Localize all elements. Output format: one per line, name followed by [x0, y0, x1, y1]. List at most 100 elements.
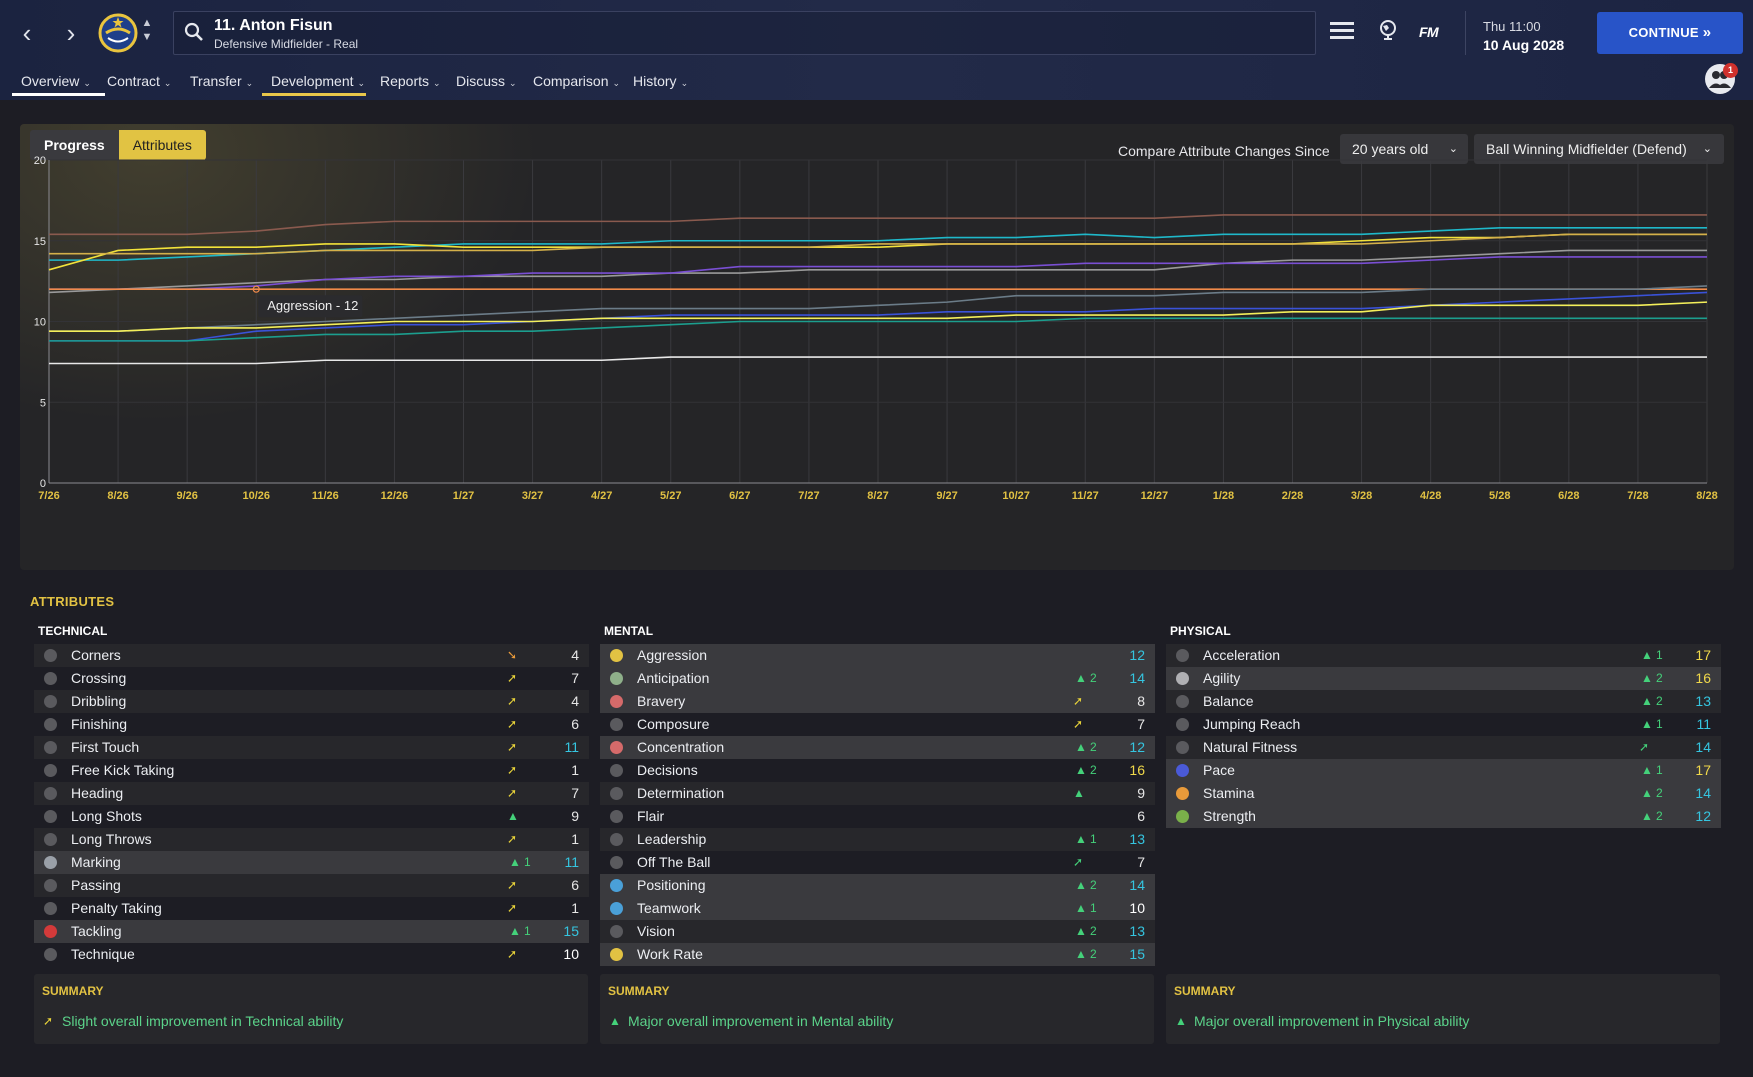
player-search-box[interactable]: 11. Anton Fisun Defensive Midfielder - R…: [173, 11, 1316, 55]
technical-list: Corners ➘ 4 Crossing ➚ 7 Dribbling ➚ 4 Finishing ➚…: [34, 644, 589, 966]
attribute-row-determination[interactable]: Determination ▲ 9: [600, 782, 1155, 805]
progress-chart-panel: Progress Attributes Compare Attribute Ch…: [20, 124, 1734, 570]
trend-arrow-icon: ➚: [507, 717, 518, 731]
attribute-row-marking[interactable]: Marking ▲ 1 11: [34, 851, 589, 874]
attribute-row-flair[interactable]: Flair 6: [600, 805, 1155, 828]
fm-logo[interactable]: FM: [1419, 24, 1439, 40]
attribute-row-concentration[interactable]: Concentration ▲ 2 12: [600, 736, 1155, 759]
club-badge-icon[interactable]: [98, 12, 138, 54]
attribute-row-aggression[interactable]: Aggression 12: [600, 644, 1155, 667]
attribute-row-balance[interactable]: Balance ▲ 2 13: [1166, 690, 1721, 713]
attribute-row-crossing[interactable]: Crossing ➚ 7: [34, 667, 589, 690]
attribute-row-technique[interactable]: Technique ➚ 10: [34, 943, 589, 966]
attribute-row-pace[interactable]: Pace ▲ 1 17: [1166, 759, 1721, 782]
attribute-row-vision[interactable]: Vision ▲ 2 13: [600, 920, 1155, 943]
attribute-progress-chart[interactable]: 7/26 8/26 9/26 10/26 11/26 12/26 1/27 3/27 4/27 5…: [20, 124, 1734, 570]
tab-label: History: [633, 73, 677, 89]
x-tick-label: 6/28: [1558, 490, 1579, 502]
attribute-delta: 2: [1090, 878, 1097, 892]
attribute-name: Technique: [71, 946, 135, 962]
tab-transfer[interactable]: Transfer ⌄: [181, 68, 262, 96]
attributes-tab[interactable]: Attributes: [118, 130, 206, 160]
chevron-down-icon: ⌄: [83, 78, 91, 88]
menu-icon[interactable]: [1330, 20, 1354, 40]
attribute-row-composure[interactable]: Composure ➚ 7: [600, 713, 1155, 736]
trend-arrow-icon: ➚: [507, 763, 518, 777]
attribute-row-off-the-ball[interactable]: Off The Ball ➚ 7: [600, 851, 1155, 874]
attribute-row-dribbling[interactable]: Dribbling ➚ 4: [34, 690, 589, 713]
trend-arrow-icon: ➚: [507, 786, 518, 800]
attribute-name: Pace: [1203, 762, 1235, 778]
attribute-name: Strength: [1203, 808, 1256, 824]
attribute-row-heading[interactable]: Heading ➚ 7: [34, 782, 589, 805]
attribute-name: Stamina: [1203, 785, 1255, 801]
trend-arrow-icon: ➚: [507, 878, 518, 892]
attribute-status-icon: [610, 718, 623, 731]
attribute-status-icon: [44, 649, 57, 662]
mental-list: Aggression 12 Anticipation ▲ 2 14 Bravery ➚ 8 Com…: [600, 644, 1155, 966]
trend-arrow-icon: ➚: [507, 671, 518, 685]
world-globe-icon[interactable]: [1379, 20, 1397, 40]
trend-arrow-icon: ▲: [1641, 786, 1653, 800]
tab-history[interactable]: History ⌄: [624, 68, 697, 96]
back-arrow-icon[interactable]: ‹: [22, 18, 32, 48]
attribute-row-positioning[interactable]: Positioning ▲ 2 14: [600, 874, 1155, 897]
x-tick-label: 1/27: [453, 490, 474, 502]
tab-label: Discuss: [456, 73, 506, 89]
attribute-name: First Touch: [71, 739, 140, 755]
search-icon[interactable]: [184, 22, 204, 42]
attribute-name: Dribbling: [71, 693, 127, 709]
progress-tab[interactable]: Progress: [30, 130, 119, 160]
game-day-time: Thu 11:00: [1483, 19, 1541, 34]
attribute-row-passing[interactable]: Passing ➚ 6: [34, 874, 589, 897]
attribute-row-penalty-taking[interactable]: Penalty Taking ➚ 1: [34, 897, 589, 920]
attribute-name: Off The Ball: [637, 854, 711, 870]
attribute-row-finishing[interactable]: Finishing ➚ 6: [34, 713, 589, 736]
since-dropdown[interactable]: 20 years old ⌄: [1340, 134, 1468, 164]
attribute-row-strength[interactable]: Strength ▲ 2 12: [1166, 805, 1721, 828]
attribute-row-jumping-reach[interactable]: Jumping Reach ▲ 1 11: [1166, 713, 1721, 736]
attribute-row-decisions[interactable]: Decisions ▲ 2 16: [600, 759, 1155, 782]
attribute-row-long-shots[interactable]: Long Shots ▲ 9: [34, 805, 589, 828]
attribute-row-first-touch[interactable]: First Touch ➚ 11: [34, 736, 589, 759]
attribute-status-icon: [44, 948, 57, 961]
tab-reports[interactable]: Reports ⌄: [371, 68, 450, 96]
attribute-row-agility[interactable]: Agility ▲ 2 16: [1166, 667, 1721, 690]
attribute-row-teamwork[interactable]: Teamwork ▲ 1 10: [600, 897, 1155, 920]
tab-label: Overview: [21, 73, 80, 89]
tab-overview[interactable]: Overview ⌄: [12, 68, 105, 96]
chevron-down-icon: ⌄: [612, 78, 621, 88]
attribute-row-natural-fitness[interactable]: Natural Fitness ➚ 14: [1166, 736, 1721, 759]
attribute-status-icon: [44, 718, 57, 731]
attribute-row-anticipation[interactable]: Anticipation ▲ 2 14: [600, 667, 1155, 690]
attribute-status-icon: [1176, 718, 1189, 731]
attribute-row-stamina[interactable]: Stamina ▲ 2 14: [1166, 782, 1721, 805]
chart-series-line: [49, 214, 1707, 236]
forward-arrow-icon[interactable]: ›: [66, 18, 76, 48]
attribute-row-leadership[interactable]: Leadership ▲ 1 13: [600, 828, 1155, 851]
attribute-value: 13: [1129, 923, 1145, 939]
attribute-row-work-rate[interactable]: Work Rate ▲ 2 15: [600, 943, 1155, 966]
attribute-value: 1: [571, 831, 579, 847]
tab-discuss[interactable]: Discuss ⌄: [447, 68, 526, 96]
tab-comparison[interactable]: Comparison ⌄: [524, 68, 629, 96]
player-switch-arrows-icon[interactable]: ▲ ▼: [141, 17, 153, 43]
attribute-row-acceleration[interactable]: Acceleration ▲ 1 17: [1166, 644, 1721, 667]
continue-button[interactable]: CONTINUE »: [1597, 12, 1743, 54]
attribute-row-free-kick-taking[interactable]: Free Kick Taking ➚ 1: [34, 759, 589, 782]
attribute-value: 10: [1129, 900, 1145, 916]
x-tick-label: 5/28: [1489, 490, 1510, 502]
attribute-row-bravery[interactable]: Bravery ➚ 8: [600, 690, 1155, 713]
top-bar: ‹ › ▲ ▼ 11. Anton Fisun Defensive Midfiel…: [0, 0, 1753, 100]
chart-series-line: [48, 233, 1707, 271]
x-tick-label: 6/27: [729, 490, 750, 502]
attribute-status-icon: [610, 925, 623, 938]
role-dropdown[interactable]: Ball Winning Midfielder (Defend) ⌄: [1474, 134, 1724, 164]
technical-header: TECHNICAL: [38, 624, 108, 638]
tab-contract[interactable]: Contract ⌄: [98, 68, 180, 96]
attribute-row-tackling[interactable]: Tackling ▲ 1 15: [34, 920, 589, 943]
tab-development[interactable]: Development ⌄: [262, 68, 366, 96]
attribute-row-corners[interactable]: Corners ➘ 4: [34, 644, 589, 667]
attribute-row-long-throws[interactable]: Long Throws ➚ 1: [34, 828, 589, 851]
tab-label: Comparison: [533, 73, 609, 89]
